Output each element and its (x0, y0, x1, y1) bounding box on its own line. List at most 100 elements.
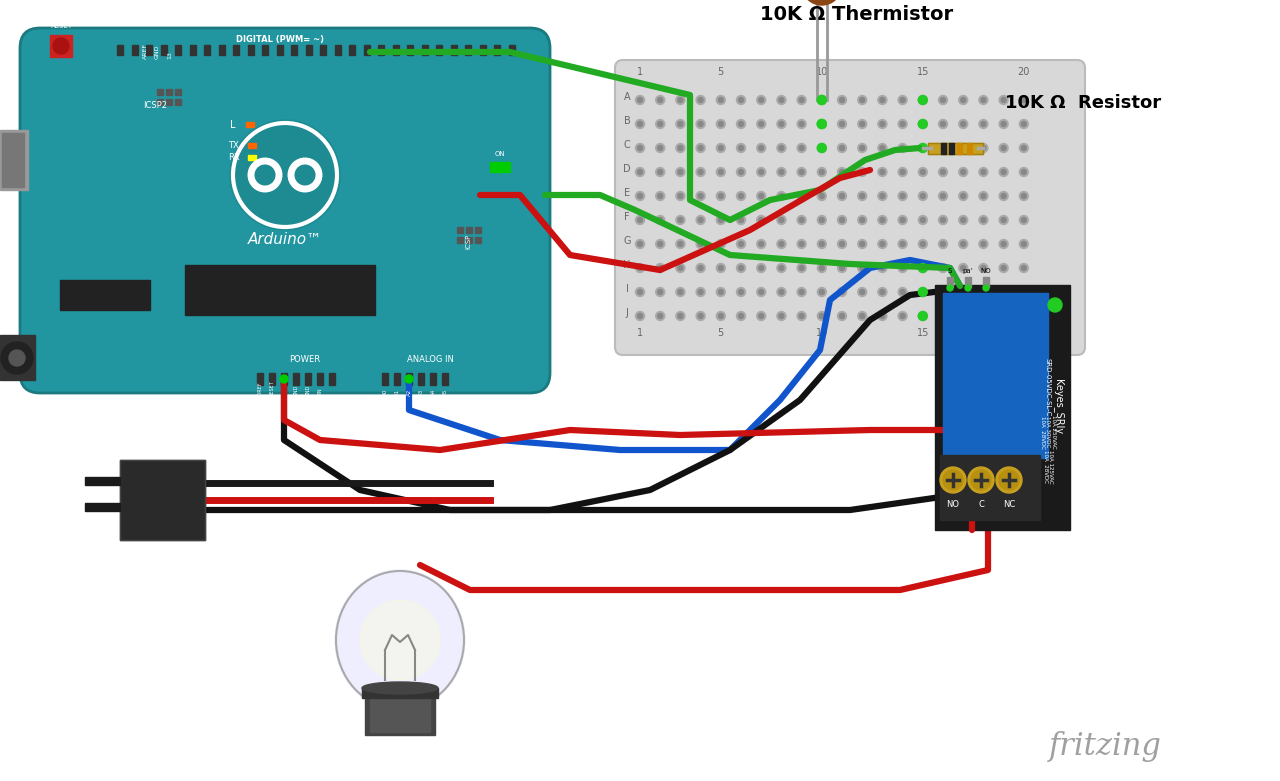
Circle shape (1019, 95, 1028, 105)
Circle shape (959, 144, 968, 152)
Circle shape (736, 167, 745, 177)
Text: RESET: RESET (270, 380, 274, 396)
Bar (269, 373, 275, 385)
Text: 10A 250VAC
10A 30VDC
10A  28VDC: 10A 250VAC 10A 30VDC 10A 28VDC (1039, 415, 1056, 449)
Text: 3V3: 3V3 (282, 387, 287, 396)
Circle shape (658, 169, 663, 174)
Circle shape (1019, 287, 1028, 297)
Circle shape (961, 145, 965, 151)
Circle shape (678, 217, 684, 223)
Circle shape (739, 122, 744, 127)
Circle shape (918, 144, 927, 152)
Circle shape (698, 313, 703, 319)
Circle shape (972, 470, 991, 490)
Ellipse shape (362, 682, 438, 694)
Text: A2: A2 (407, 389, 411, 396)
Circle shape (819, 241, 824, 247)
Circle shape (718, 241, 723, 247)
Circle shape (979, 240, 988, 248)
Circle shape (799, 266, 804, 270)
Circle shape (837, 240, 846, 248)
Bar (233, 45, 239, 55)
Circle shape (1001, 145, 1006, 151)
Circle shape (717, 191, 726, 201)
Bar (146, 45, 152, 55)
Circle shape (947, 285, 954, 291)
Bar (132, 45, 137, 55)
Text: A5: A5 (443, 389, 448, 396)
Bar (451, 45, 457, 55)
Text: DIGITAL (PWM= ~): DIGITAL (PWM= ~) (236, 35, 324, 44)
Circle shape (938, 287, 947, 297)
Circle shape (676, 263, 685, 273)
Circle shape (717, 312, 726, 320)
Circle shape (777, 144, 786, 152)
Ellipse shape (335, 570, 465, 710)
Circle shape (718, 169, 723, 174)
Text: SRD-05VDC-SL-C: SRD-05VDC-SL-C (1044, 358, 1051, 416)
Bar (166, 99, 172, 105)
Circle shape (840, 241, 845, 247)
Circle shape (819, 98, 824, 102)
Circle shape (696, 95, 705, 105)
Circle shape (918, 287, 927, 297)
Bar (186, 265, 375, 315)
Circle shape (899, 240, 908, 248)
Circle shape (878, 144, 887, 152)
Text: NC: NC (1002, 500, 1015, 509)
Circle shape (1001, 194, 1006, 198)
Circle shape (878, 216, 887, 224)
Circle shape (635, 312, 645, 320)
Circle shape (797, 167, 806, 177)
Circle shape (637, 290, 643, 294)
Circle shape (696, 240, 705, 248)
Circle shape (696, 287, 705, 297)
Circle shape (818, 95, 827, 105)
Bar (965, 277, 972, 287)
Circle shape (676, 191, 685, 201)
Circle shape (678, 122, 684, 127)
Bar (349, 45, 355, 55)
Circle shape (797, 144, 806, 152)
Circle shape (819, 145, 824, 151)
Circle shape (920, 194, 925, 198)
Circle shape (858, 240, 867, 248)
Circle shape (780, 194, 783, 198)
Circle shape (941, 194, 946, 198)
Circle shape (818, 119, 827, 129)
Bar (50, 35, 72, 57)
Circle shape (736, 144, 745, 152)
Circle shape (1021, 98, 1027, 102)
Circle shape (980, 266, 986, 270)
Bar (378, 45, 384, 55)
Ellipse shape (360, 600, 440, 680)
Circle shape (739, 313, 744, 319)
Circle shape (696, 312, 705, 320)
Circle shape (965, 285, 972, 291)
Bar (329, 373, 335, 385)
Text: 15: 15 (916, 67, 929, 77)
Circle shape (879, 241, 884, 247)
Text: 15: 15 (916, 328, 929, 338)
Circle shape (678, 194, 684, 198)
Bar (157, 89, 163, 95)
Circle shape (1001, 266, 1006, 270)
Circle shape (983, 285, 989, 291)
Circle shape (1019, 119, 1028, 129)
Circle shape (676, 312, 685, 320)
Circle shape (717, 167, 726, 177)
Text: RX: RX (228, 153, 239, 162)
Circle shape (918, 119, 927, 129)
Bar (305, 373, 311, 385)
Bar (948, 143, 954, 154)
Circle shape (718, 217, 723, 223)
Text: VIN: VIN (317, 387, 323, 396)
Circle shape (900, 290, 905, 294)
Circle shape (920, 217, 925, 223)
Circle shape (777, 216, 786, 224)
Text: 5: 5 (718, 328, 724, 338)
Text: GND: GND (293, 385, 298, 396)
Circle shape (959, 240, 968, 248)
Circle shape (739, 266, 744, 270)
Circle shape (717, 119, 726, 129)
